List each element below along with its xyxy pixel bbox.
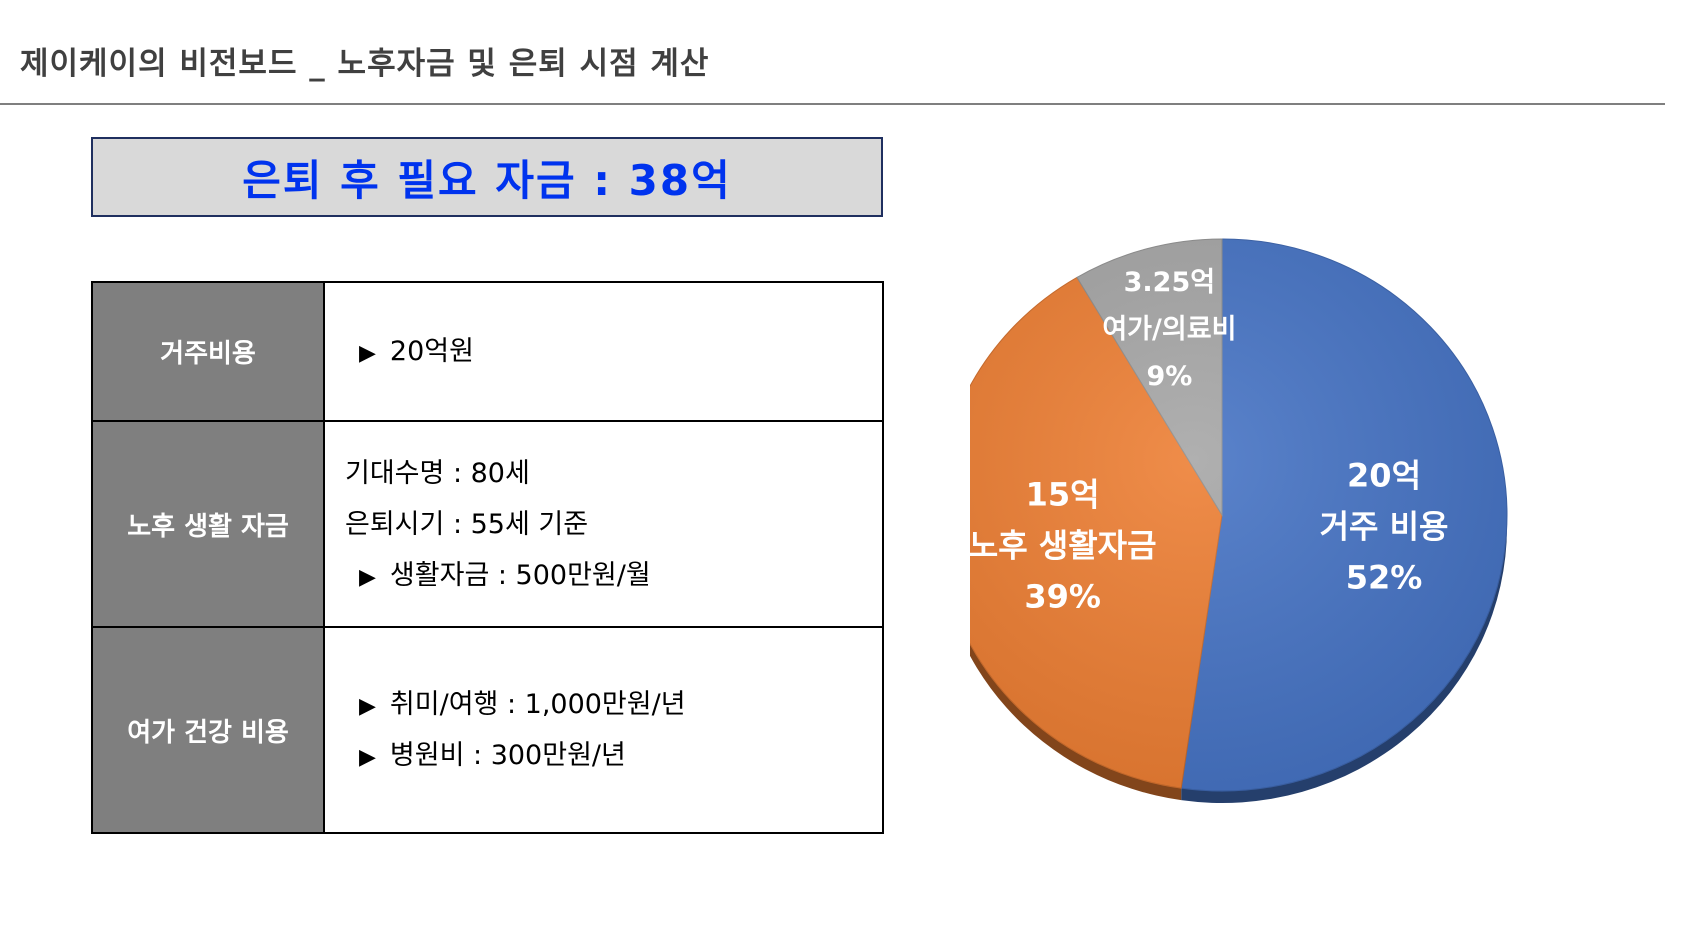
detail-line: ▶ 20억원 bbox=[345, 326, 882, 377]
detail-text: 생활자금 : 500만원/월 bbox=[389, 559, 651, 591]
detail-line: ▶ 생활자금 : 500만원/월 bbox=[345, 550, 882, 601]
title-divider bbox=[0, 103, 1665, 105]
pie-data-label: 52% bbox=[1346, 558, 1423, 596]
pie-data-label: 3.25억 bbox=[1124, 267, 1215, 298]
summary-text: 은퇴 후 필요 자금 : 38억 bbox=[242, 155, 732, 205]
table-row-leisure: 여가 건강 비용 ▶ 취미/여행 : 1,000만원/년 ▶ 병원비 : 300만원… bbox=[91, 626, 884, 834]
summary-box: 은퇴 후 필요 자금 : 38억 bbox=[91, 137, 883, 217]
triangle-bullet-icon: ▶ bbox=[359, 564, 376, 590]
detail-line: ▶ 취미/여행 : 1,000만원/년 bbox=[345, 679, 882, 730]
table-row-housing: 거주비용 ▶ 20억원 bbox=[91, 281, 884, 422]
page-title: 제이케이의 비전보드 _ 노후자금 및 은퇴 시점 계산 bbox=[20, 46, 710, 82]
cost-table: 거주비용 ▶ 20억원 노후 생활 자금 기대수명 : 80세 은퇴시기 : 55… bbox=[91, 281, 884, 834]
pie-data-label: 거주 비용 bbox=[1320, 507, 1449, 545]
row-header: 노후 생활 자금 bbox=[91, 420, 325, 628]
pie-data-label: 노후 생활자금 bbox=[970, 527, 1157, 565]
row-body: ▶ 취미/여행 : 1,000만원/년 ▶ 병원비 : 300만원/년 bbox=[323, 626, 884, 834]
pie-data-label: 9% bbox=[1146, 361, 1192, 392]
triangle-bullet-icon: ▶ bbox=[359, 694, 376, 719]
triangle-bullet-icon: ▶ bbox=[359, 745, 376, 770]
detail-line: ▶ 병원비 : 300만원/년 bbox=[345, 730, 882, 781]
detail-text: 은퇴시기 : 55세 기준 bbox=[345, 508, 589, 540]
row-body: ▶ 20억원 bbox=[323, 281, 884, 422]
pie-data-label: 20억 bbox=[1347, 456, 1421, 494]
detail-text: 기대수명 : 80세 bbox=[345, 457, 530, 489]
detail-line: 은퇴시기 : 55세 기준 bbox=[345, 499, 882, 550]
detail-line: 기대수명 : 80세 bbox=[345, 448, 882, 499]
pie-data-label: 15억 bbox=[1026, 476, 1100, 514]
row-header: 여가 건강 비용 bbox=[91, 626, 325, 834]
row-header: 거주비용 bbox=[91, 281, 325, 422]
triangle-bullet-icon: ▶ bbox=[359, 341, 376, 366]
pie-data-label: 여가/의료비 bbox=[1102, 314, 1236, 345]
table-row-living: 노후 생활 자금 기대수명 : 80세 은퇴시기 : 55세 기준 ▶ 생활자금 … bbox=[91, 420, 884, 628]
pie-data-label: 39% bbox=[1024, 578, 1101, 616]
detail-text: 취미/여행 : 1,000만원/년 bbox=[389, 689, 686, 720]
detail-text: 20억원 bbox=[389, 336, 474, 367]
row-body: 기대수명 : 80세 은퇴시기 : 55세 기준 ▶ 생활자금 : 500만원/월 bbox=[323, 420, 884, 628]
detail-text: 병원비 : 300만원/년 bbox=[389, 740, 626, 771]
